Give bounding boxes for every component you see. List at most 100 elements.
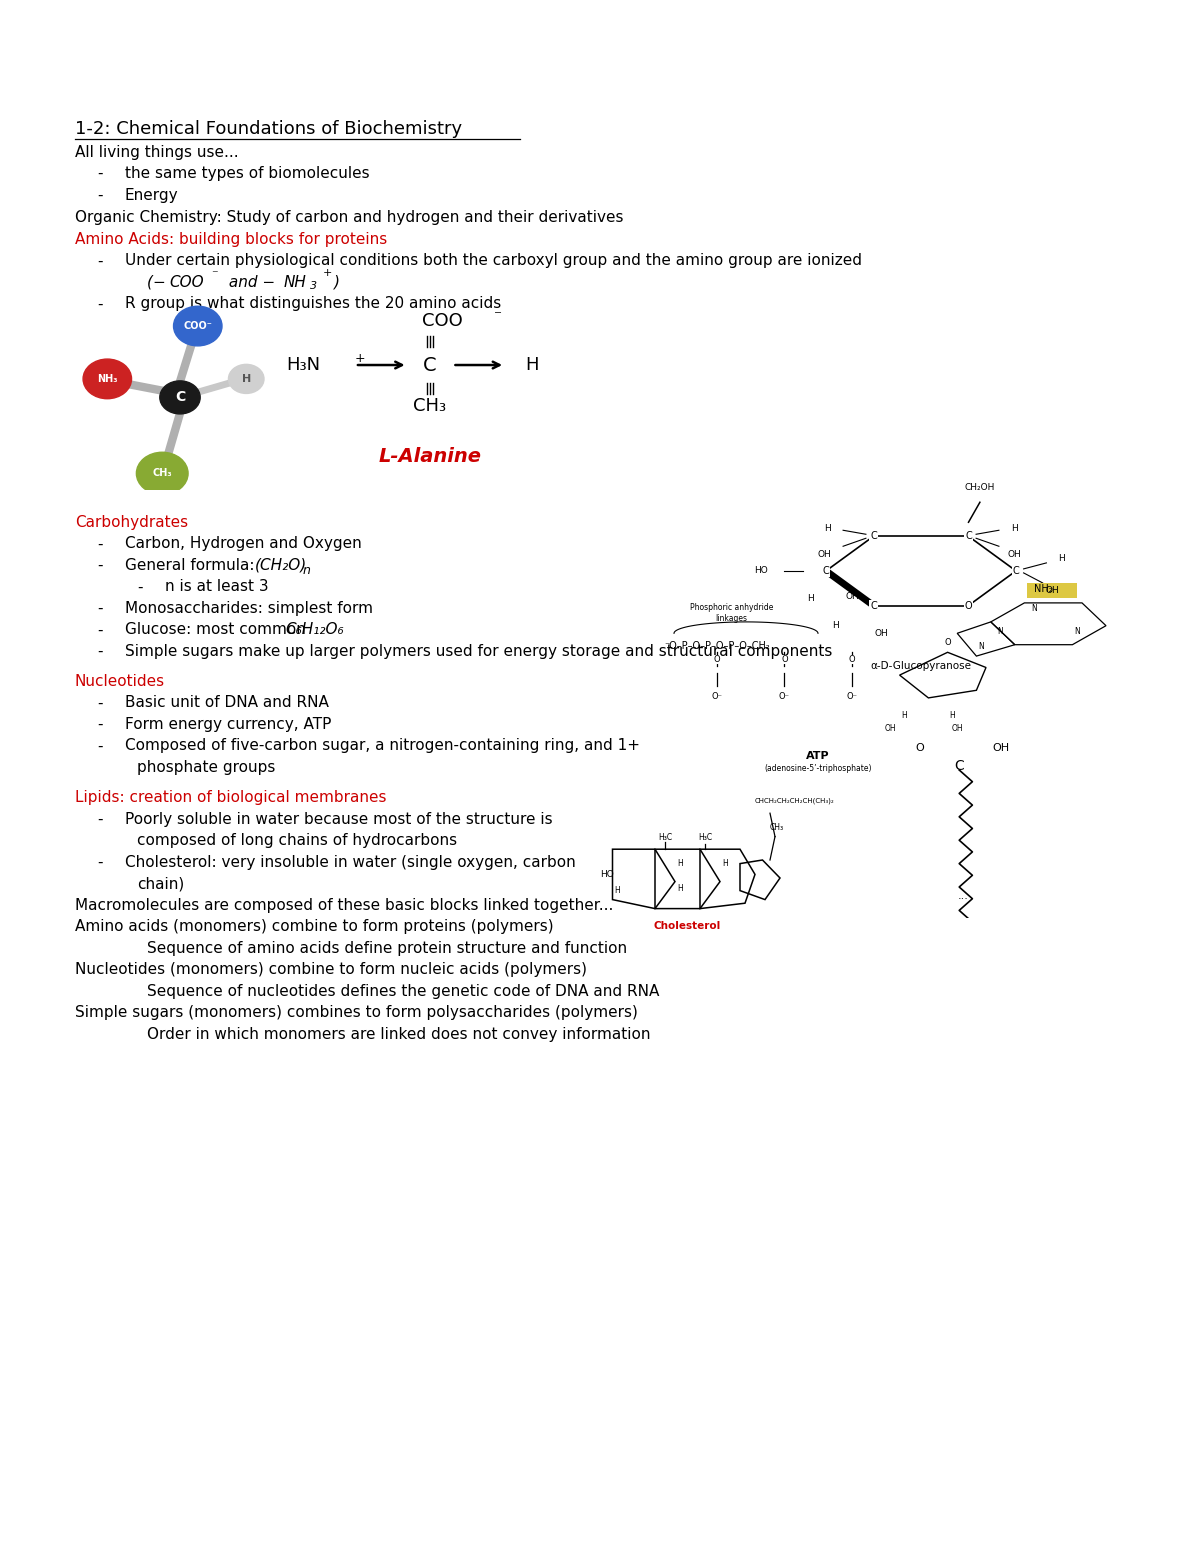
Text: CH₃: CH₃ <box>770 823 784 832</box>
Text: H: H <box>614 887 620 895</box>
Text: N: N <box>1031 604 1037 613</box>
Text: -: - <box>97 854 102 870</box>
Text: Phosphoric anhydride: Phosphoric anhydride <box>690 603 773 612</box>
Text: OH: OH <box>817 550 830 559</box>
Text: CHCH₂CH₂CH₂CH(CH₃)₂: CHCH₂CH₂CH₂CH(CH₃)₂ <box>755 797 835 804</box>
Text: H: H <box>677 884 683 893</box>
Text: -: - <box>137 579 143 595</box>
Text: H: H <box>824 523 832 533</box>
Text: composed of long chains of hydrocarbons: composed of long chains of hydrocarbons <box>137 832 457 848</box>
Text: CH₂OH: CH₂OH <box>965 483 995 492</box>
Text: H: H <box>526 356 539 374</box>
Text: ⁻: ⁻ <box>493 309 502 323</box>
Text: Nucleotides (monomers) combine to form nucleic acids (polymers): Nucleotides (monomers) combine to form n… <box>74 963 587 977</box>
Text: COO⁻: COO⁻ <box>184 321 212 331</box>
FancyBboxPatch shape <box>1027 582 1076 598</box>
Text: Cholesterol: very insoluble in water (single oxygen, carbon: Cholesterol: very insoluble in water (si… <box>125 854 576 870</box>
Text: HO: HO <box>600 870 613 879</box>
Text: (CH₂O): (CH₂O) <box>254 558 307 573</box>
Text: OH: OH <box>846 592 859 601</box>
Text: -: - <box>97 188 102 203</box>
Text: -: - <box>97 812 102 826</box>
Circle shape <box>83 359 132 399</box>
Text: H: H <box>241 374 251 384</box>
Text: All living things use...: All living things use... <box>74 144 239 160</box>
Text: N: N <box>997 627 1003 635</box>
Text: Organic Chemistry: Study of carbon and hydrogen and their derivatives: Organic Chemistry: Study of carbon and h… <box>74 210 624 225</box>
Text: Sequence of amino acids define protein structure and function: Sequence of amino acids define protein s… <box>148 941 628 955</box>
Text: O: O <box>781 655 787 665</box>
Text: -: - <box>97 717 102 731</box>
Text: H: H <box>808 595 814 604</box>
Text: Nucleotides: Nucleotides <box>74 674 166 690</box>
Text: OH: OH <box>1007 550 1021 559</box>
Text: C: C <box>870 531 877 542</box>
Text: -: - <box>97 696 102 711</box>
Text: General formula:: General formula: <box>125 558 264 573</box>
Text: Simple sugars (monomers) combines to form polysaccharides (polymers): Simple sugars (monomers) combines to for… <box>74 1005 638 1020</box>
Text: linkages: linkages <box>715 615 748 623</box>
Text: n is at least 3: n is at least 3 <box>166 579 269 595</box>
Text: C: C <box>424 356 437 374</box>
Text: OH: OH <box>875 629 888 638</box>
Text: H: H <box>901 711 907 721</box>
Text: Energy: Energy <box>125 188 179 203</box>
Text: ⁻O–P–O–P–O–P–O–CH₂: ⁻O–P–O–P–O–P–O–CH₂ <box>665 641 770 651</box>
Text: C: C <box>965 531 972 542</box>
Text: H₃C: H₃C <box>698 832 712 842</box>
Text: -: - <box>97 739 102 753</box>
Text: C: C <box>1013 565 1019 576</box>
Text: H₃N: H₃N <box>286 356 320 374</box>
Text: C: C <box>823 565 829 576</box>
Text: Under certain physiological conditions both the carboxyl group and the amino gro: Under certain physiological conditions b… <box>125 253 862 269</box>
Text: Carbon, Hydrogen and Oxygen: Carbon, Hydrogen and Oxygen <box>125 536 361 551</box>
Text: HO: HO <box>755 567 768 576</box>
Text: O⁻: O⁻ <box>846 693 857 702</box>
Text: OH: OH <box>1045 585 1058 595</box>
Text: Order in which monomers are linked does not convey information: Order in which monomers are linked does … <box>148 1027 650 1042</box>
Text: Amino Acids: building blocks for proteins: Amino Acids: building blocks for protein… <box>74 231 388 247</box>
Text: OH: OH <box>992 742 1009 753</box>
Text: Macromolecules are composed of these basic blocks linked together...: Macromolecules are composed of these bas… <box>74 898 613 913</box>
Text: C₆H₁₂O₆: C₆H₁₂O₆ <box>286 623 343 637</box>
Text: Monosaccharides: simplest form: Monosaccharides: simplest form <box>125 601 373 617</box>
Text: O: O <box>965 601 972 610</box>
Text: O⁻: O⁻ <box>779 693 790 702</box>
Text: +: + <box>355 353 365 365</box>
Text: phosphate groups: phosphate groups <box>137 759 275 775</box>
Text: ): ) <box>334 275 340 290</box>
Text: Simple sugars make up larger polymers used for energy storage and structural com: Simple sugars make up larger polymers us… <box>125 644 833 658</box>
Text: Poorly soluble in water because most of the structure is: Poorly soluble in water because most of … <box>125 812 553 826</box>
Text: Carbohydrates: Carbohydrates <box>74 516 188 530</box>
Text: O: O <box>944 638 950 646</box>
Text: H: H <box>832 621 839 631</box>
Text: +: + <box>323 267 332 278</box>
Text: COO: COO <box>422 312 463 331</box>
Text: O: O <box>714 655 720 665</box>
Text: -: - <box>97 558 102 573</box>
Text: -: - <box>97 297 102 311</box>
Text: H: H <box>677 859 683 868</box>
Text: C: C <box>870 601 877 610</box>
Text: CH₃: CH₃ <box>414 398 446 415</box>
Text: OH: OH <box>952 725 964 733</box>
Circle shape <box>174 306 222 346</box>
Text: ...: ... <box>958 891 970 901</box>
Text: 1-2: Chemical Foundations of Biochemistry: 1-2: Chemical Foundations of Biochemistr… <box>74 120 462 138</box>
Text: -: - <box>97 536 102 551</box>
Text: H: H <box>1058 554 1064 564</box>
Text: C: C <box>175 390 185 404</box>
Text: -: - <box>97 623 102 637</box>
Text: C: C <box>954 759 964 773</box>
Text: NH: NH <box>284 275 307 290</box>
Text: NH₃: NH₃ <box>97 374 118 384</box>
Text: H: H <box>949 711 955 721</box>
Text: ⁻: ⁻ <box>211 267 217 281</box>
Text: 3: 3 <box>310 281 317 290</box>
Text: COO: COO <box>169 275 204 290</box>
Text: (−: (− <box>148 275 170 290</box>
Text: Basic unit of DNA and RNA: Basic unit of DNA and RNA <box>125 696 329 711</box>
Text: Lipids: creation of biological membranes: Lipids: creation of biological membranes <box>74 790 386 804</box>
Text: CH₃: CH₃ <box>152 469 172 478</box>
Text: N: N <box>1074 627 1080 635</box>
